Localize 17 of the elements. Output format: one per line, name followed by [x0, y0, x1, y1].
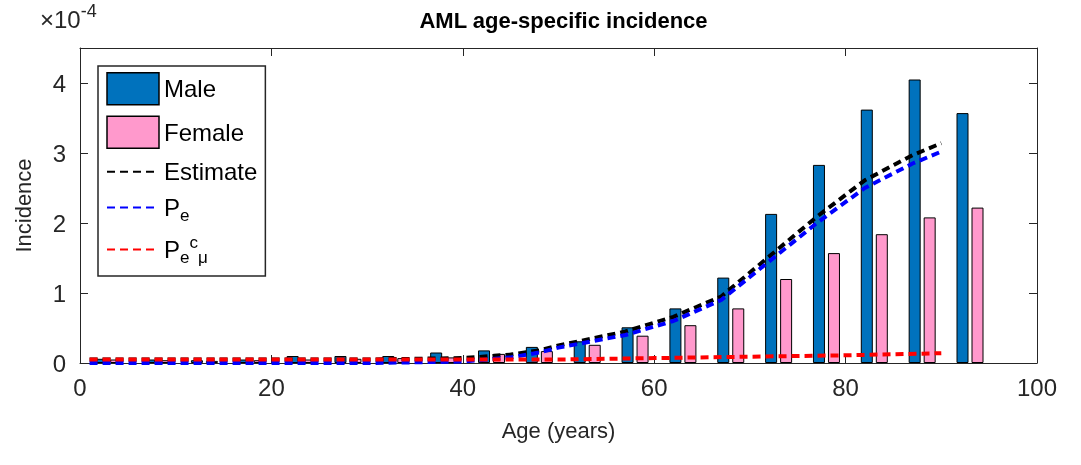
- x-tick-label: 60: [640, 373, 668, 401]
- x-axis-title: Age (years): [501, 417, 616, 443]
- x-tick-label: 80: [832, 373, 859, 401]
- y-tick-label: 0: [52, 349, 66, 377]
- chart-title: AML age-specific incidence: [419, 7, 708, 33]
- y-axis-title: Incidence: [10, 158, 36, 253]
- x-tick-label: 40: [449, 373, 477, 401]
- x-tick-label: 0: [73, 373, 87, 401]
- y-tick-label: 3: [52, 139, 66, 167]
- y-tick-label: 2: [52, 209, 66, 237]
- y-tick-label: 4: [52, 69, 66, 97]
- x-tick-label: 20: [258, 373, 285, 401]
- legend-label: Female: [164, 118, 245, 146]
- legend-label: Male: [164, 75, 217, 103]
- y-tick-label: 1: [52, 279, 66, 307]
- x-tick-label: 100: [1016, 373, 1058, 401]
- legend-label: Estimate: [164, 158, 258, 186]
